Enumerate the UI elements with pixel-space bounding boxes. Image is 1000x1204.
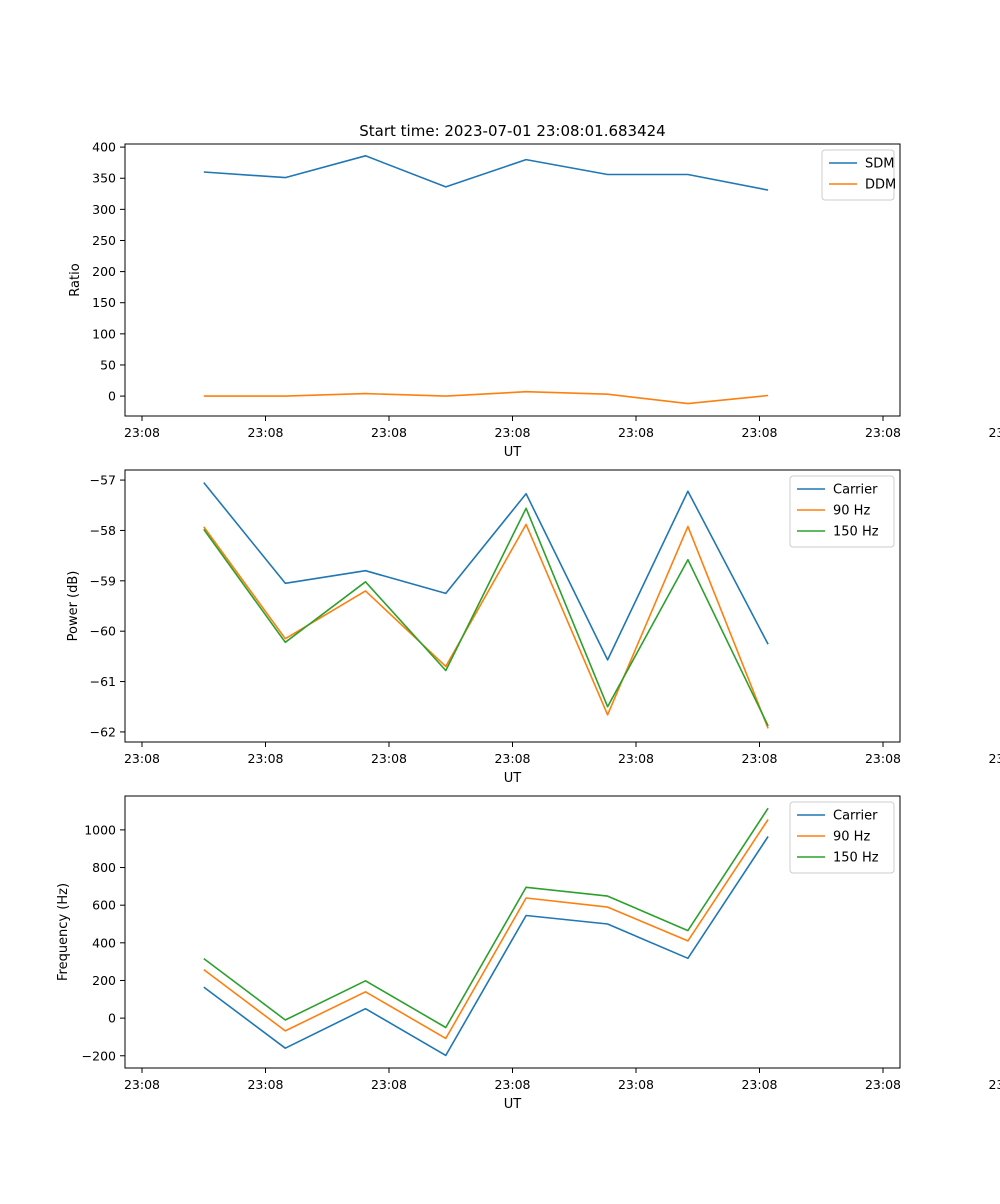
x-tick-label: 23:08: [741, 425, 777, 440]
plot-area: [203, 155, 769, 405]
legend-box: [789, 475, 895, 548]
legend-label: 90 Hz: [833, 830, 870, 845]
series-line-carrier: [203, 482, 769, 661]
y-tick-label: −60: [90, 624, 116, 639]
x-tick-label: 23:09: [988, 751, 1000, 766]
y-tick-label: 150: [92, 295, 116, 310]
x-tick-label: 23:09: [988, 425, 1000, 440]
x-tick-label: 23:08: [124, 751, 160, 766]
x-tick-label: 23:08: [741, 751, 777, 766]
x-tick-label: 23:08: [247, 425, 283, 440]
legend-label: Carrier: [833, 483, 878, 498]
y-tick-label: 300: [92, 202, 116, 217]
series-line-ddm: [203, 390, 769, 405]
y-axis-label: Frequency (Hz): [56, 883, 71, 981]
x-tick-label: 23:08: [865, 425, 901, 440]
x-tick-label: 23:08: [865, 1077, 901, 1092]
legend: SDM DDM: [821, 149, 896, 201]
y-axis: −200 0 200 400 600 800 1000: [82, 822, 125, 1063]
y-tick-label: 400: [92, 140, 116, 155]
y-tick-label: −61: [90, 674, 116, 689]
series-line-150-hz: [203, 507, 769, 727]
x-tick-label: 23:08: [124, 425, 160, 440]
x-tick-label: 23:08: [494, 751, 530, 766]
series-line-90-hz: [203, 523, 769, 729]
legend-label: DDM: [865, 178, 896, 193]
x-axis-label: UT: [504, 445, 522, 460]
y-axis: 0 50 100 150 200 250 300 350 400: [92, 140, 125, 404]
y-tick-label: 200: [92, 973, 116, 988]
x-tick-label: 23:09: [988, 1077, 1000, 1092]
y-tick-label: 0: [108, 1011, 116, 1026]
y-tick-label: 350: [92, 171, 116, 186]
y-tick-label: 200: [92, 264, 116, 279]
series-line-150-hz: [203, 807, 769, 1029]
x-axis: 23:08 23:08 23:08 23:08 23:08 23:08 23:08 23:09: [124, 416, 1000, 440]
legend-box: [789, 801, 895, 874]
legend-label: 90 Hz: [833, 504, 870, 519]
legend: Carrier 90 Hz 150 Hz: [789, 475, 895, 548]
x-tick-label: 23:08: [247, 751, 283, 766]
legend-label: 150 Hz: [833, 851, 879, 866]
y-tick-label: 0: [108, 389, 116, 404]
series-line-90-hz: [203, 819, 769, 1040]
x-axis-label: UT: [504, 771, 522, 786]
y-tick-label: 800: [92, 860, 116, 875]
y-tick-label: −59: [90, 573, 116, 588]
y-tick-label: 250: [92, 233, 116, 248]
panel-frequency: 23:08 23:08 23:08 23:08 23:08 23:08 23:08 23:09…: [56, 795, 1000, 1112]
y-tick-label: −200: [82, 1048, 116, 1063]
legend-label: SDM: [865, 157, 894, 172]
y-tick-label: 1000: [84, 822, 116, 837]
series-line-carrier: [203, 836, 769, 1057]
y-tick-label: 400: [92, 935, 116, 950]
x-axis: 23:08 23:08 23:08 23:08 23:08 23:08 23:08 23:09: [124, 1068, 1000, 1092]
panel-ratio: Start time: 2023-07-01 23:08:01.683424 2…: [68, 122, 1000, 460]
legend-label: Carrier: [833, 809, 878, 824]
y-axis-label: Ratio: [68, 263, 83, 296]
y-tick-label: −58: [90, 523, 116, 538]
x-tick-label: 23:08: [247, 1077, 283, 1092]
x-tick-label: 23:08: [371, 751, 407, 766]
y-tick-label: −62: [90, 724, 116, 739]
x-tick-label: 23:08: [371, 425, 407, 440]
legend-label: 150 Hz: [833, 525, 879, 540]
x-axis: 23:08 23:08 23:08 23:08 23:08 23:08 23:08 23:09: [124, 742, 1000, 766]
x-tick-label: 23:08: [494, 425, 530, 440]
x-tick-label: 23:08: [865, 751, 901, 766]
plot-area: [203, 482, 769, 729]
x-tick-label: 23:08: [618, 1077, 654, 1092]
y-tick-label: 100: [92, 326, 116, 341]
y-axis: −62 −61 −60 −59 −58 −57: [90, 473, 125, 739]
x-tick-label: 23:08: [741, 1077, 777, 1092]
series-line-sdm: [203, 155, 769, 191]
x-tick-label: 23:08: [618, 751, 654, 766]
legend: Carrier 90 Hz 150 Hz: [789, 801, 895, 874]
x-axis-label: UT: [504, 1097, 522, 1112]
y-tick-label: −57: [90, 473, 116, 488]
x-tick-label: 23:08: [371, 1077, 407, 1092]
plot-area: [203, 807, 769, 1057]
x-tick-label: 23:08: [618, 425, 654, 440]
y-tick-label: 600: [92, 898, 116, 913]
y-axis-label: Power (dB): [66, 571, 81, 642]
chart-title: Start time: 2023-07-01 23:08:01.683424: [359, 122, 665, 140]
x-tick-label: 23:08: [124, 1077, 160, 1092]
panel-power: 23:08 23:08 23:08 23:08 23:08 23:08 23:08 23:09…: [66, 469, 1000, 786]
x-tick-label: 23:08: [494, 1077, 530, 1092]
y-tick-label: 50: [100, 357, 116, 372]
